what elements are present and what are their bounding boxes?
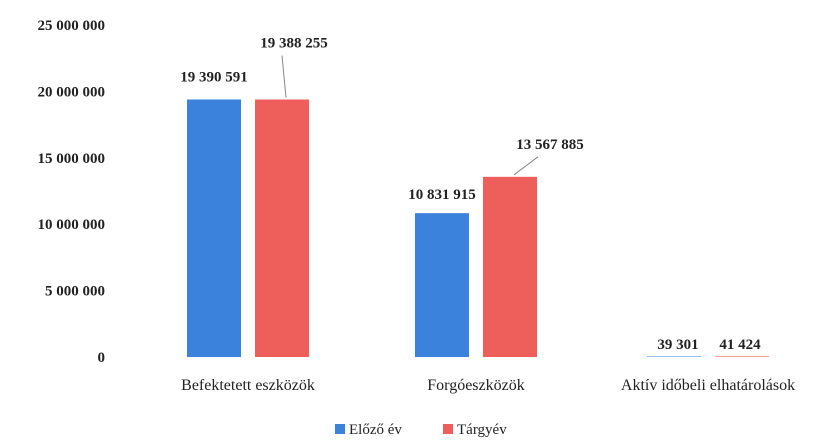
data-label-s1-c1: 13 567 885 xyxy=(516,137,584,153)
leader-line-s1-c0 xyxy=(281,55,287,98)
category-label-2: Aktív időbeli elhatárolások xyxy=(621,377,795,394)
category-label-0: Befektetett eszközök xyxy=(181,377,315,394)
data-label-s0-c2: 39 301 xyxy=(657,337,698,353)
bars xyxy=(187,99,769,357)
data-label-s0-c1: 10 831 915 xyxy=(408,187,476,203)
y-tick-label-5: 25 000 000 xyxy=(38,18,106,34)
y-axis: 0 5 000 000 10 000 000 15 000 000 20 000 000… xyxy=(38,18,106,366)
y-tick-label-3: 15 000 000 xyxy=(38,151,106,167)
y-tick-label-1: 5 000 000 xyxy=(45,284,105,300)
legend-swatch-0 xyxy=(335,424,345,434)
category-labels: Befektetett eszközök Forgóeszközök Aktív i… xyxy=(181,377,795,394)
y-tick-label-4: 20 000 000 xyxy=(38,84,106,100)
bar-s0-c1 xyxy=(415,213,469,357)
legend-swatch-1 xyxy=(443,424,453,434)
data-labels: 19 390 591 10 831 915 39 301 19 388 255 13 5… xyxy=(180,36,761,353)
bar-s1-c2 xyxy=(715,356,769,357)
bar-s1-c1 xyxy=(483,176,537,357)
legend-label-1: Tárgyév xyxy=(457,422,507,438)
y-tick-label-0: 0 xyxy=(98,350,106,366)
category-label-1: Forgóeszközök xyxy=(427,377,524,394)
data-label-s0-c0: 19 390 591 xyxy=(180,69,248,85)
bar-s0-c2 xyxy=(647,356,701,357)
bar-s0-c0 xyxy=(187,99,241,357)
data-label-s1-c0: 19 388 255 xyxy=(260,36,328,52)
y-tick-label-2: 10 000 000 xyxy=(38,217,106,233)
leader-line-s1-c1 xyxy=(513,156,539,176)
legend-label-0: Előző év xyxy=(349,422,402,438)
legend: Előző év Tárgyév xyxy=(335,422,507,438)
data-label-s1-c2: 41 424 xyxy=(719,337,761,353)
bar-s1-c0 xyxy=(255,99,309,357)
